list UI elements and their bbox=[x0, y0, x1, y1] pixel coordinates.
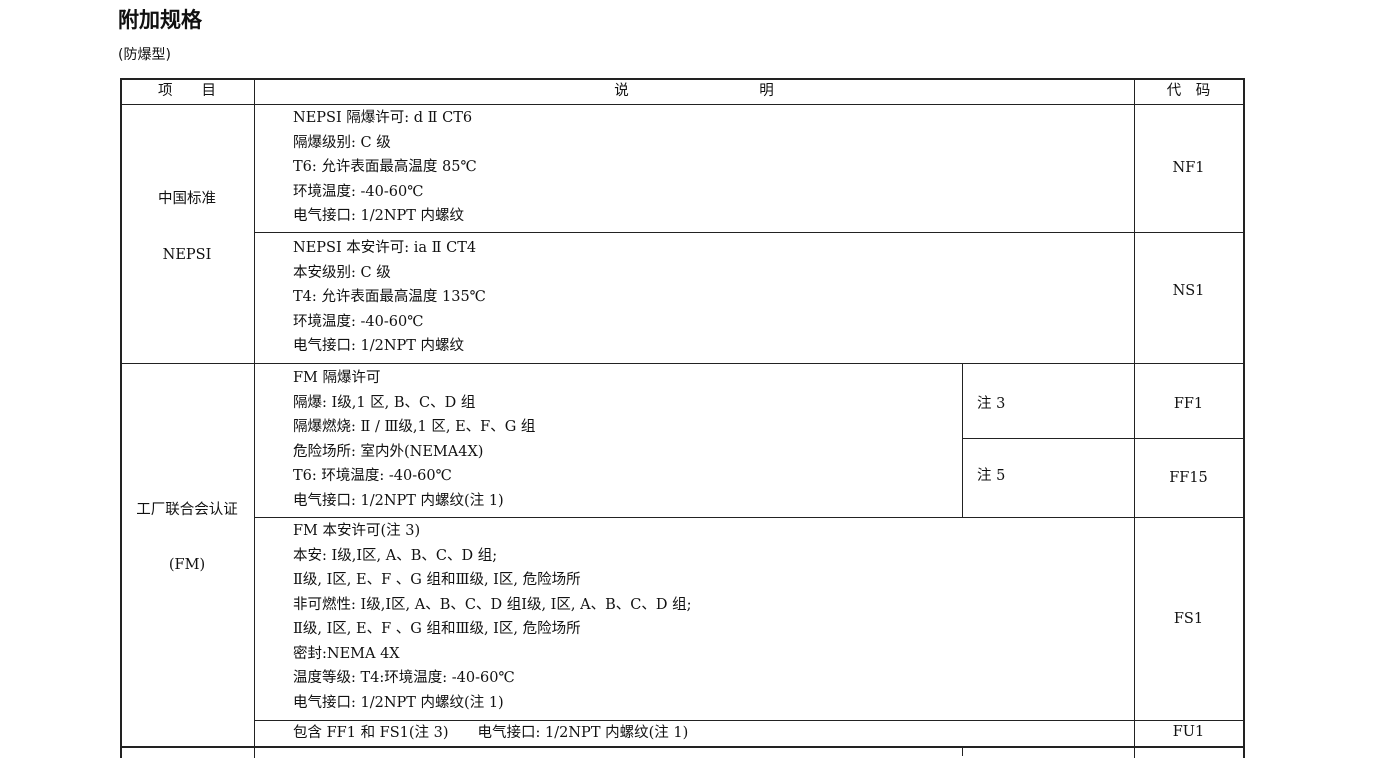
description-line: 电气接口: 1/2NPT 内螺纹(注 1) bbox=[293, 694, 504, 711]
description-line: 电气接口: 1/2NPT 内螺纹(注 1) bbox=[293, 492, 504, 509]
code-cell: FF1 bbox=[1173, 396, 1204, 412]
description-line: 密封:NEMA 4X bbox=[293, 645, 400, 662]
description-line: 非可燃性: Ⅰ级,Ⅰ区, A、B、C、D 组Ⅰ级, Ⅰ区, A、B、C、D 组; bbox=[293, 596, 692, 613]
code-cell: FF15 bbox=[1169, 470, 1208, 486]
description-line: 电气接口: 1/2NPT 内螺纹 bbox=[293, 338, 465, 354]
header-description: 说 明 bbox=[614, 83, 774, 99]
table-border bbox=[254, 232, 1243, 233]
description-line: 温度等级: T4:环境温度: -40-60℃ bbox=[293, 670, 515, 686]
table-border bbox=[254, 517, 1243, 518]
table-border bbox=[962, 363, 963, 517]
table-border bbox=[120, 746, 1243, 748]
table-border bbox=[1243, 78, 1245, 758]
description-line: 电气接口: 1/2NPT 内螺纹 bbox=[293, 208, 465, 224]
description-line: T6: 环境温度: -40-60℃ bbox=[293, 468, 452, 484]
description-line: FM 隔爆许可 bbox=[293, 370, 381, 386]
description-line: Ⅱ级, Ⅰ区, E、F 、G 组和Ⅲ级, Ⅰ区, 危险场所 bbox=[293, 621, 581, 637]
description-line: 环境温度: -40-60℃ bbox=[293, 183, 424, 200]
table-border bbox=[120, 78, 122, 758]
code-cell: FU1 bbox=[1172, 724, 1205, 740]
page-title: 附加规格 bbox=[118, 8, 202, 32]
group-label: NEPSI bbox=[162, 247, 212, 263]
code-cell: NF1 bbox=[1172, 160, 1205, 176]
header-item: 项 目 bbox=[158, 83, 216, 99]
description-line: 环境温度: -40-60℃ bbox=[293, 313, 424, 330]
table-border bbox=[120, 104, 1244, 105]
description-line: 隔爆: Ⅰ级,1 区, B、C、D 组 bbox=[293, 394, 476, 411]
description-line: 隔爆级别: C 级 bbox=[293, 134, 391, 151]
description-line: T4: 允许表面最高温度 135℃ bbox=[293, 289, 486, 305]
code-cell: FS1 bbox=[1173, 611, 1204, 627]
description-line: 隔爆燃烧: Ⅱ / Ⅲ级,1 区, E、F、G 组 bbox=[293, 419, 536, 435]
group-label: 中国标准 bbox=[158, 191, 216, 207]
table-border bbox=[120, 363, 1243, 364]
description-line: FM 本安许可(注 3) bbox=[293, 523, 421, 539]
description-line: NEPSI 隔爆许可: d Ⅱ CT6 bbox=[293, 110, 473, 126]
group-label: 工厂联合会认证 bbox=[136, 502, 238, 518]
page-subtitle: (防爆型) bbox=[118, 47, 171, 63]
table-border bbox=[120, 78, 1244, 80]
description-line: NEPSI 本安许可: ia Ⅱ CT4 bbox=[293, 240, 477, 256]
table-border bbox=[1134, 78, 1135, 758]
description-line: 包含 FF1 和 FS1(注 3) 电气接口: 1/2NPT 内螺纹(注 1) bbox=[293, 725, 689, 741]
description-line: T6: 允许表面最高温度 85℃ bbox=[293, 159, 477, 175]
note-cell: 注 3 bbox=[977, 396, 1006, 412]
table-border bbox=[254, 720, 1243, 721]
code-cell: NS1 bbox=[1172, 283, 1205, 299]
description-line: 本安级别: C 级 bbox=[293, 264, 391, 281]
table-border bbox=[962, 438, 1243, 439]
table-border bbox=[962, 746, 963, 756]
description-line: 危险场所: 室内外(NEMA4X) bbox=[293, 443, 484, 460]
note-cell: 注 5 bbox=[977, 468, 1006, 484]
table-border bbox=[254, 78, 255, 758]
header-code: 代 码 bbox=[1166, 83, 1211, 99]
description-line: Ⅱ级, Ⅰ区, E、F 、G 组和Ⅲ级, Ⅰ区, 危险场所 bbox=[293, 572, 581, 588]
group-label: (FM) bbox=[168, 557, 206, 573]
description-line: 本安: Ⅰ级,Ⅰ区, A、B、C、D 组; bbox=[293, 547, 498, 564]
